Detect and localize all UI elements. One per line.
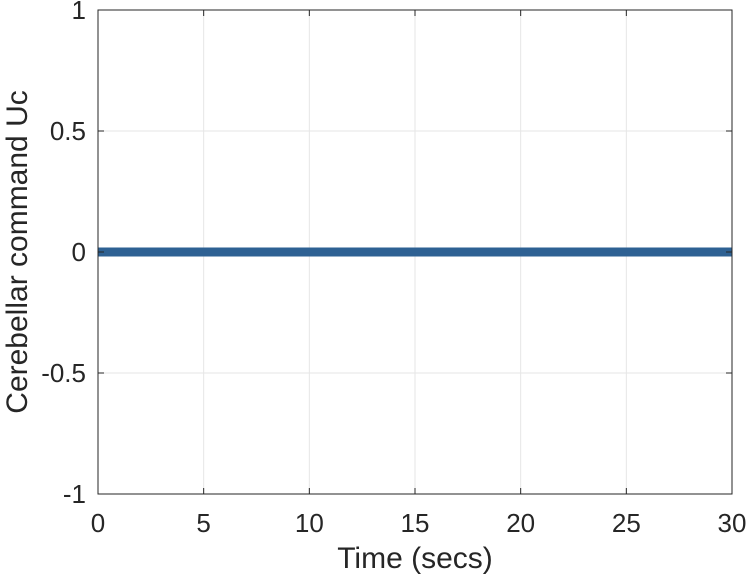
- y-tick-label: 0: [72, 237, 86, 267]
- x-tick-label: 10: [295, 508, 324, 538]
- y-ticks: -1 -0.5 0 0.5 1: [41, 0, 732, 509]
- x-tick-label: 15: [401, 508, 430, 538]
- x-tick-label: 20: [506, 508, 535, 538]
- y-tick-label: 1: [72, 0, 86, 25]
- y-axis-label: Cerebellar command Uc: [1, 90, 34, 413]
- x-tick-label: 5: [196, 508, 210, 538]
- x-tick-label: 30: [718, 508, 747, 538]
- y-tick-label: -0.5: [41, 358, 86, 388]
- y-tick-label: 0.5: [50, 116, 86, 146]
- x-ticks: 0 5 10 15 20 25 30: [91, 10, 747, 538]
- x-tick-label: 25: [612, 508, 641, 538]
- x-tick-label: 0: [91, 508, 105, 538]
- y-tick-label: -1: [63, 479, 86, 509]
- x-axis-label: Time (secs): [337, 542, 493, 575]
